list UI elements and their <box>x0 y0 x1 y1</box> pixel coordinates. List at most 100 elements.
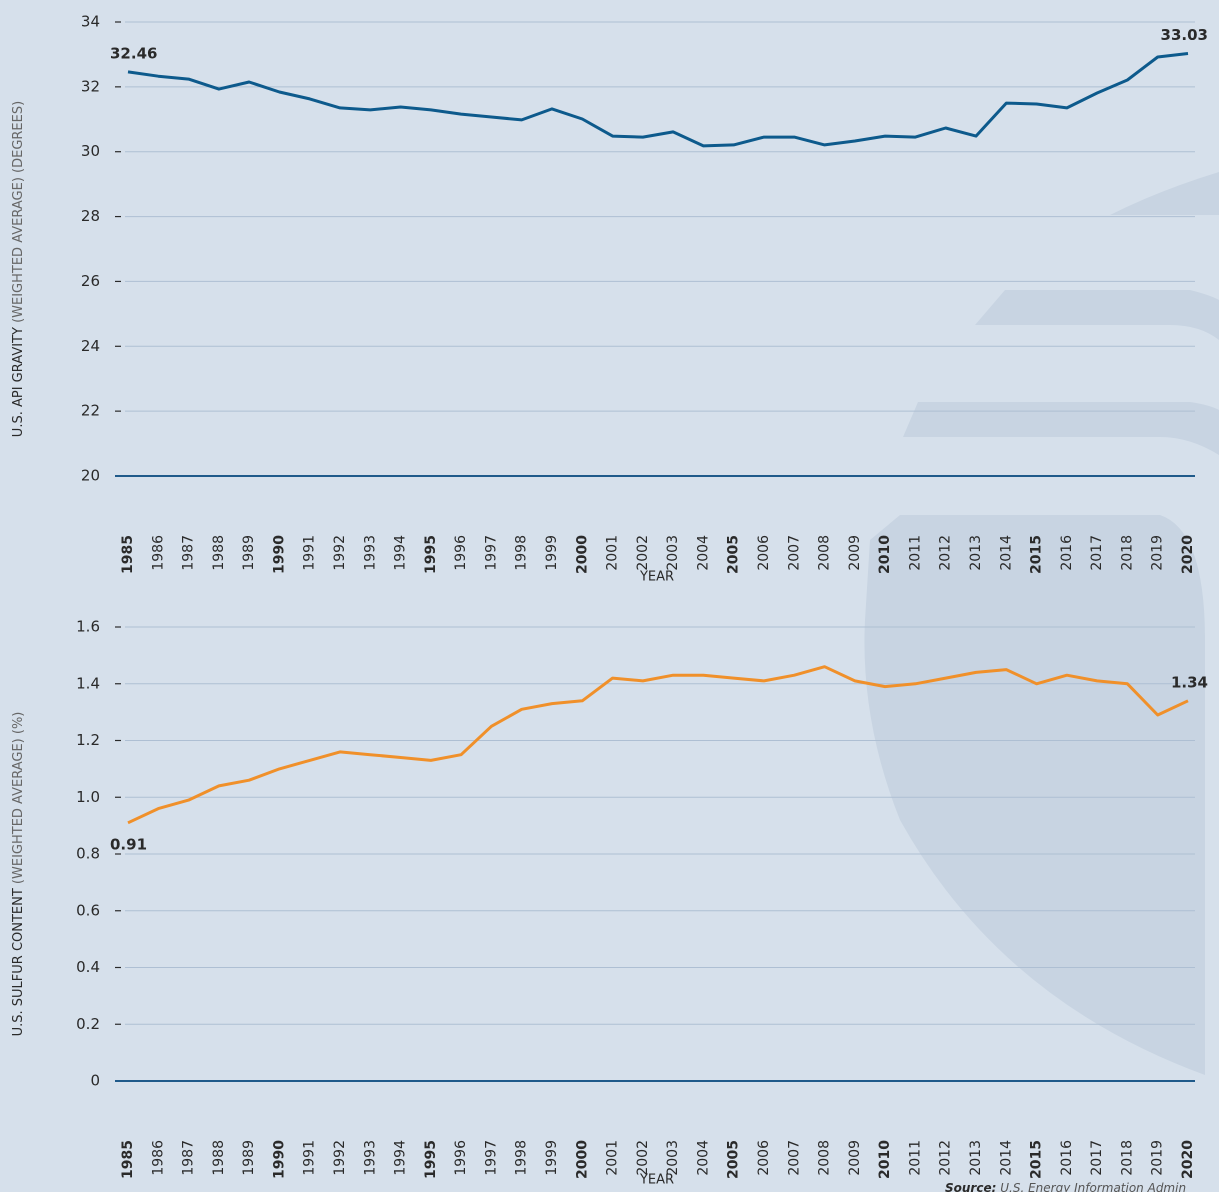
x-tick-label: 1990 <box>271 535 287 574</box>
y-tick-label: 1.4 <box>76 674 100 692</box>
x-tick-label: 2011 <box>907 535 923 571</box>
x-tick-label: 1993 <box>362 535 378 571</box>
x-tick-label: 1998 <box>514 535 530 571</box>
y-tick-label: 22 <box>81 402 100 420</box>
x-tick-label: 1988 <box>211 1140 227 1176</box>
y-tick-label: 34 <box>81 13 100 31</box>
x-axis-label: YEAR <box>639 570 674 585</box>
x-tick-label: 2012 <box>938 1140 954 1176</box>
data-label: 33.03 <box>1161 26 1208 44</box>
y-axis-label: U.S. API GRAVITY (WEIGHTED AVERAGE) (DEG… <box>11 101 26 437</box>
y-tick-label: 0.8 <box>76 845 100 863</box>
x-tick-label: 1991 <box>302 535 318 571</box>
data-label: 32.46 <box>110 44 157 62</box>
x-tick-label: 1999 <box>544 535 560 571</box>
y-tick-label: 0 <box>90 1072 100 1090</box>
x-tick-label: 2000 <box>574 1140 590 1179</box>
x-tick-label: 2002 <box>635 535 651 571</box>
x-tick-label: 1993 <box>362 1140 378 1176</box>
x-tick-label: 2001 <box>605 535 621 571</box>
x-tick-label: 1985 <box>120 1140 136 1179</box>
x-tick-label: 2002 <box>635 1140 651 1176</box>
x-tick-label: 1997 <box>483 535 499 571</box>
x-tick-label: 2014 <box>998 1140 1014 1176</box>
x-tick-label: 2003 <box>665 1140 681 1176</box>
x-tick-label: 2004 <box>695 535 711 571</box>
x-tick-label: 2006 <box>756 1140 772 1176</box>
y-tick-label: 1.2 <box>76 731 100 749</box>
x-tick-label: 2004 <box>695 1140 711 1176</box>
decoration <box>864 172 1219 1075</box>
data-line <box>127 52 1189 148</box>
x-tick-label: 2018 <box>1119 1140 1135 1176</box>
data-line <box>127 665 1189 825</box>
x-tick-label: 2005 <box>726 1140 742 1179</box>
x-tick-label: 1988 <box>211 535 227 571</box>
x-tick-label: 1994 <box>393 535 409 571</box>
y-tick-label: 26 <box>81 272 100 290</box>
y-tick-label: 1.0 <box>76 788 100 806</box>
x-tick-label: 1992 <box>332 1140 348 1176</box>
x-tick-label: 2009 <box>847 1140 863 1176</box>
y-tick-label: 0.2 <box>76 1015 100 1033</box>
source-text: U.S. Energy Information Admin <box>1000 1181 1186 1192</box>
x-axis-label: YEAR <box>639 1173 674 1188</box>
x-tick-label: 2005 <box>726 535 742 574</box>
x-tick-label: 2018 <box>1119 535 1135 571</box>
x-tick-label: 2019 <box>1150 1140 1166 1176</box>
x-tick-label: 1989 <box>241 535 257 571</box>
x-tick-label: 2010 <box>877 1140 893 1179</box>
y-tick-label: 30 <box>81 142 100 160</box>
y-axis-label: U.S. SULFUR CONTENT (WEIGHTED AVERAGE) (… <box>11 712 26 1037</box>
y-axis-title: U.S. SULFUR CONTENT <box>11 888 26 1036</box>
data-label: 0.91 <box>110 835 147 853</box>
x-tick-label: 1997 <box>483 1140 499 1176</box>
x-tick-label: 2013 <box>968 1140 984 1176</box>
x-tick-label: 1999 <box>544 1140 560 1176</box>
data-label: 1.34 <box>1171 673 1208 691</box>
x-tick-label: 2003 <box>665 535 681 571</box>
x-tick-label: 2017 <box>1089 535 1105 571</box>
x-tick-label: 2009 <box>847 535 863 571</box>
x-tick-label: 2016 <box>1059 535 1075 571</box>
x-tick-label: 2000 <box>574 535 590 574</box>
x-tick-label: 1994 <box>393 1140 409 1176</box>
x-tick-label: 2007 <box>786 535 802 571</box>
x-tick-label: 1991 <box>302 1140 318 1176</box>
x-tick-label: 2016 <box>1059 1140 1075 1176</box>
x-tick-label: 2001 <box>605 1140 621 1176</box>
x-tick-label: 1990 <box>271 1140 287 1179</box>
source: Source: U.S. Energy Information Admin <box>945 1181 1186 1192</box>
y-axis-title: U.S. API GRAVITY <box>11 327 26 437</box>
y-tick-label: 0.4 <box>76 958 100 976</box>
x-tick-label: 2020 <box>1180 1140 1196 1179</box>
x-tick-label: 2008 <box>817 1140 833 1176</box>
x-tick-label: 2010 <box>877 535 893 574</box>
x-tick-label: 1998 <box>514 1140 530 1176</box>
x-tick-label: 1996 <box>453 1140 469 1176</box>
x-tick-label: 2013 <box>968 535 984 571</box>
x-tick-label: 1989 <box>241 1140 257 1176</box>
x-tick-label: 2015 <box>1029 1140 1045 1179</box>
y-tick-label: 28 <box>81 207 100 225</box>
x-tick-label: 2008 <box>817 535 833 571</box>
x-tick-label: 2011 <box>907 1140 923 1176</box>
x-tick-label: 2006 <box>756 535 772 571</box>
y-tick-label: 20 <box>81 467 100 485</box>
x-tick-label: 1985 <box>120 535 136 574</box>
x-tick-label: 1995 <box>423 535 439 574</box>
x-tick-label: 1987 <box>181 535 197 571</box>
y-tick-label: 1.6 <box>76 618 100 636</box>
x-tick-label: 1995 <box>423 1140 439 1179</box>
y-tick-label: 0.6 <box>76 901 100 919</box>
source-label: Source: <box>945 1181 996 1192</box>
x-tick-label: 1986 <box>150 1140 166 1176</box>
x-tick-label: 1986 <box>150 535 166 571</box>
x-tick-label: 1987 <box>181 1140 197 1176</box>
y-tick-label: 24 <box>81 337 100 355</box>
x-tick-label: 1996 <box>453 535 469 571</box>
x-tick-label: 2014 <box>998 535 1014 571</box>
x-tick-label: 2012 <box>938 535 954 571</box>
x-tick-label: 2019 <box>1150 535 1166 571</box>
